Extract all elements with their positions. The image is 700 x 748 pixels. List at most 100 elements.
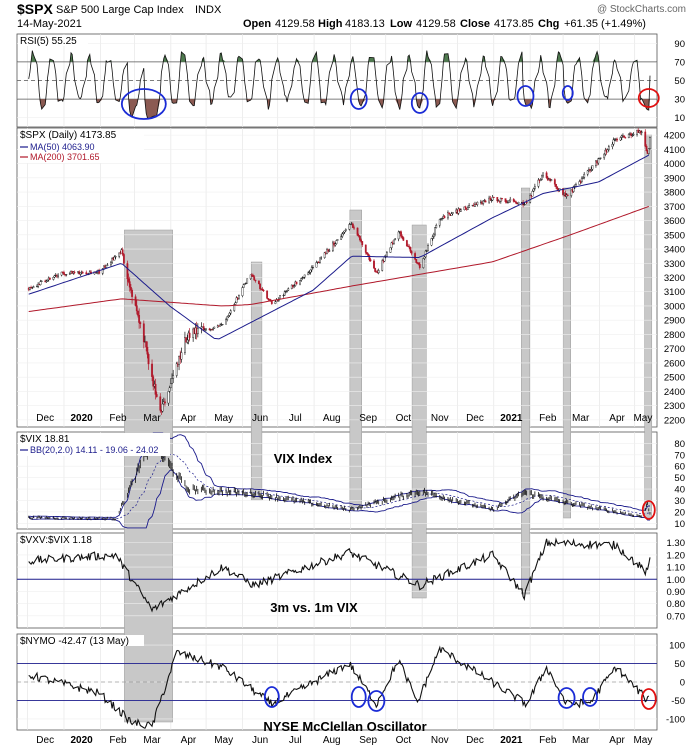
candle-body xyxy=(57,274,60,277)
y-tick-label: 3600 xyxy=(664,216,685,227)
spx-candle xyxy=(118,252,121,259)
rsi-circle xyxy=(349,88,368,110)
candle-body xyxy=(32,286,35,288)
candle-body xyxy=(323,252,326,258)
y-tick-label: 90 xyxy=(674,39,685,50)
y-tick-label: 3700 xyxy=(664,202,685,213)
spx-candle xyxy=(542,172,544,178)
candle-body xyxy=(586,170,589,175)
spx-candle xyxy=(37,282,40,289)
candle-body xyxy=(39,281,42,285)
candle-body xyxy=(110,261,112,266)
candle-body xyxy=(409,247,412,252)
spx-candle xyxy=(505,200,508,204)
spx-candle xyxy=(400,230,402,239)
candle-body xyxy=(114,256,117,258)
candle-body xyxy=(228,312,231,316)
spx-candle xyxy=(308,270,311,275)
candle-body xyxy=(310,267,313,271)
y-tick-label: 2400 xyxy=(664,387,685,398)
candle-body xyxy=(307,272,310,276)
y-tick-label: 3100 xyxy=(664,287,685,298)
candle-body xyxy=(241,287,244,296)
spx-candle xyxy=(245,282,247,285)
spx-candle xyxy=(300,277,303,282)
candle-body xyxy=(344,229,347,231)
y-tick-label: 3900 xyxy=(664,173,685,184)
y-tick-label: 20 xyxy=(674,507,685,518)
spx-candle xyxy=(496,197,499,203)
spx-candle xyxy=(48,277,51,280)
y-tick-label: 2900 xyxy=(664,316,685,327)
candle-body xyxy=(532,188,535,192)
candle-body xyxy=(351,223,354,228)
candle-body xyxy=(631,134,634,136)
candle-body xyxy=(438,219,441,226)
spx-candle xyxy=(394,238,397,241)
spx-candle xyxy=(134,294,137,307)
candle-body xyxy=(274,301,277,304)
rsi-circle xyxy=(120,88,167,120)
highlight-bar xyxy=(250,261,263,501)
candle-body xyxy=(377,270,380,274)
candle-body xyxy=(308,272,311,274)
spx-candle xyxy=(161,398,164,413)
spx-candle xyxy=(200,322,203,334)
spx-candle xyxy=(415,258,418,264)
spx-candle xyxy=(228,311,231,318)
spx-candle xyxy=(121,247,124,257)
x-tick-label: Mar xyxy=(143,735,161,746)
spx-candle xyxy=(139,321,142,329)
candle-body xyxy=(270,300,273,304)
spx-candle xyxy=(459,208,462,212)
spx-candle xyxy=(613,138,616,141)
candle-body xyxy=(474,204,476,207)
spx-candle xyxy=(645,144,648,152)
candle-body xyxy=(341,233,344,237)
candle-body xyxy=(60,271,63,276)
candle-body xyxy=(448,212,451,215)
candle-body xyxy=(259,283,261,290)
y-tick-label: 3000 xyxy=(664,301,685,312)
candle-body xyxy=(159,396,162,411)
candle-body xyxy=(590,169,593,171)
spx-candle xyxy=(468,203,471,209)
spx-candle xyxy=(225,317,227,325)
spx-candle xyxy=(287,287,290,292)
spx-candle xyxy=(450,211,453,216)
candle-body xyxy=(235,297,238,303)
candle-body xyxy=(122,254,125,264)
spx-candle xyxy=(283,290,286,296)
candle-body xyxy=(583,173,586,178)
spx-candle xyxy=(489,195,492,201)
spx-candle xyxy=(205,328,207,332)
candle-body xyxy=(200,326,203,329)
ma200-legend-label: MA(200) 3701.65 xyxy=(30,152,100,162)
low-label: Low xyxy=(390,18,412,30)
candle-body xyxy=(441,218,444,220)
spx-candle xyxy=(555,183,557,189)
spx-candle xyxy=(81,270,84,274)
candle-body xyxy=(476,201,479,205)
spx-candle xyxy=(514,199,516,203)
candle-body xyxy=(360,239,362,242)
x-tick-label: Apr xyxy=(609,735,625,746)
spx-candle xyxy=(586,169,589,177)
spx-candle xyxy=(623,135,626,138)
spx-candle xyxy=(517,201,520,205)
spx-candle xyxy=(490,198,493,203)
candle-body xyxy=(393,239,395,244)
y-tick-label: 3500 xyxy=(664,230,685,241)
candle-body xyxy=(172,375,175,379)
x-tick-label: Feb xyxy=(109,413,127,424)
spx-candle xyxy=(152,374,155,391)
candle-body xyxy=(315,262,318,268)
y-tick-label: 10 xyxy=(674,519,685,530)
candle-body xyxy=(46,279,49,281)
candle-body xyxy=(243,283,246,285)
spx-candle xyxy=(434,227,436,237)
spx-candle xyxy=(616,137,618,143)
candle-body xyxy=(212,328,215,330)
candle-body xyxy=(374,267,377,272)
candle-body xyxy=(175,363,178,376)
